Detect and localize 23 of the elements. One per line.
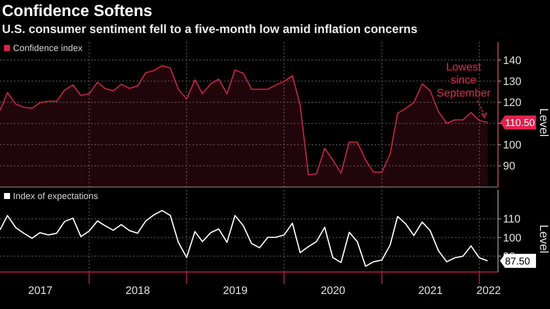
x-tick-label: 2017	[28, 285, 53, 297]
y-axis-title: Level	[537, 108, 550, 137]
legend-label: Index of expectations	[13, 191, 99, 202]
chart-title: Confidence Softens	[2, 3, 152, 20]
y-tick-label: 110	[503, 214, 521, 226]
x-tick-label: 2021	[418, 285, 443, 297]
y-tick-label: 100	[503, 232, 522, 244]
x-tick-label: 2019	[223, 285, 248, 297]
y-tick-label: 120	[503, 97, 522, 110]
data-label: 110.50	[505, 118, 536, 130]
line-series	[0, 210, 488, 267]
x-tick-label: 2018	[126, 285, 150, 297]
annotation: Lowest since September	[436, 61, 491, 100]
data-label: 87.50	[505, 256, 530, 268]
y-axis-title: Level	[537, 224, 550, 254]
y-tick-label: 130	[503, 76, 522, 88]
y-tick-label: 140	[503, 54, 522, 67]
x-tick-label: 2020	[320, 285, 346, 297]
y-tick-label: 100	[503, 140, 522, 152]
chart-subtitle: U.S. consumer sentiment fell to a five-month low amid inflation concerns	[2, 22, 418, 36]
y-tick-label: 90	[503, 160, 516, 173]
x-tick-label: 2022	[476, 285, 501, 297]
legend-label: Confidence index	[13, 43, 84, 54]
